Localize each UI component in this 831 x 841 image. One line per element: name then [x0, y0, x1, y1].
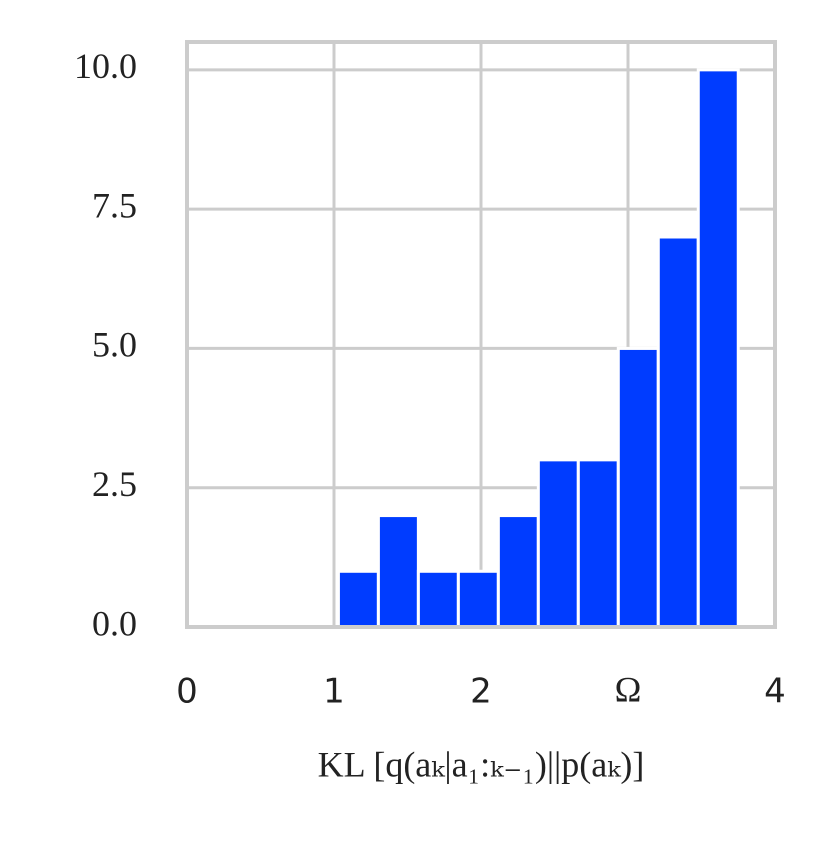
bar: [616, 346, 660, 629]
x-axis-label: KL [q(aₖ|a₁:ₖ₋₁)||p(aₖ)]: [318, 744, 645, 784]
x-tick-label: 1: [323, 672, 345, 712]
bar: [696, 68, 740, 629]
x-tick-label: Ω: [615, 669, 642, 709]
bar: [416, 569, 460, 629]
bar: [456, 569, 500, 629]
bar: [656, 235, 700, 629]
bar: [496, 514, 540, 629]
bar: [576, 458, 620, 629]
x-tick-label: 2: [470, 672, 492, 712]
bar: [376, 514, 420, 629]
y-tick-label: 5.0: [92, 325, 137, 365]
x-tick-label: 4: [764, 672, 786, 712]
bar: [536, 458, 580, 629]
y-tick-label: 10.0: [74, 46, 137, 86]
y-tick-label: 2.5: [92, 464, 137, 504]
y-tick-label: 0.0: [92, 603, 137, 643]
y-tick-label: 7.5: [92, 185, 137, 225]
bar: [336, 569, 380, 629]
x-tick-label: 0: [176, 672, 198, 712]
plot-frame: [185, 40, 777, 629]
